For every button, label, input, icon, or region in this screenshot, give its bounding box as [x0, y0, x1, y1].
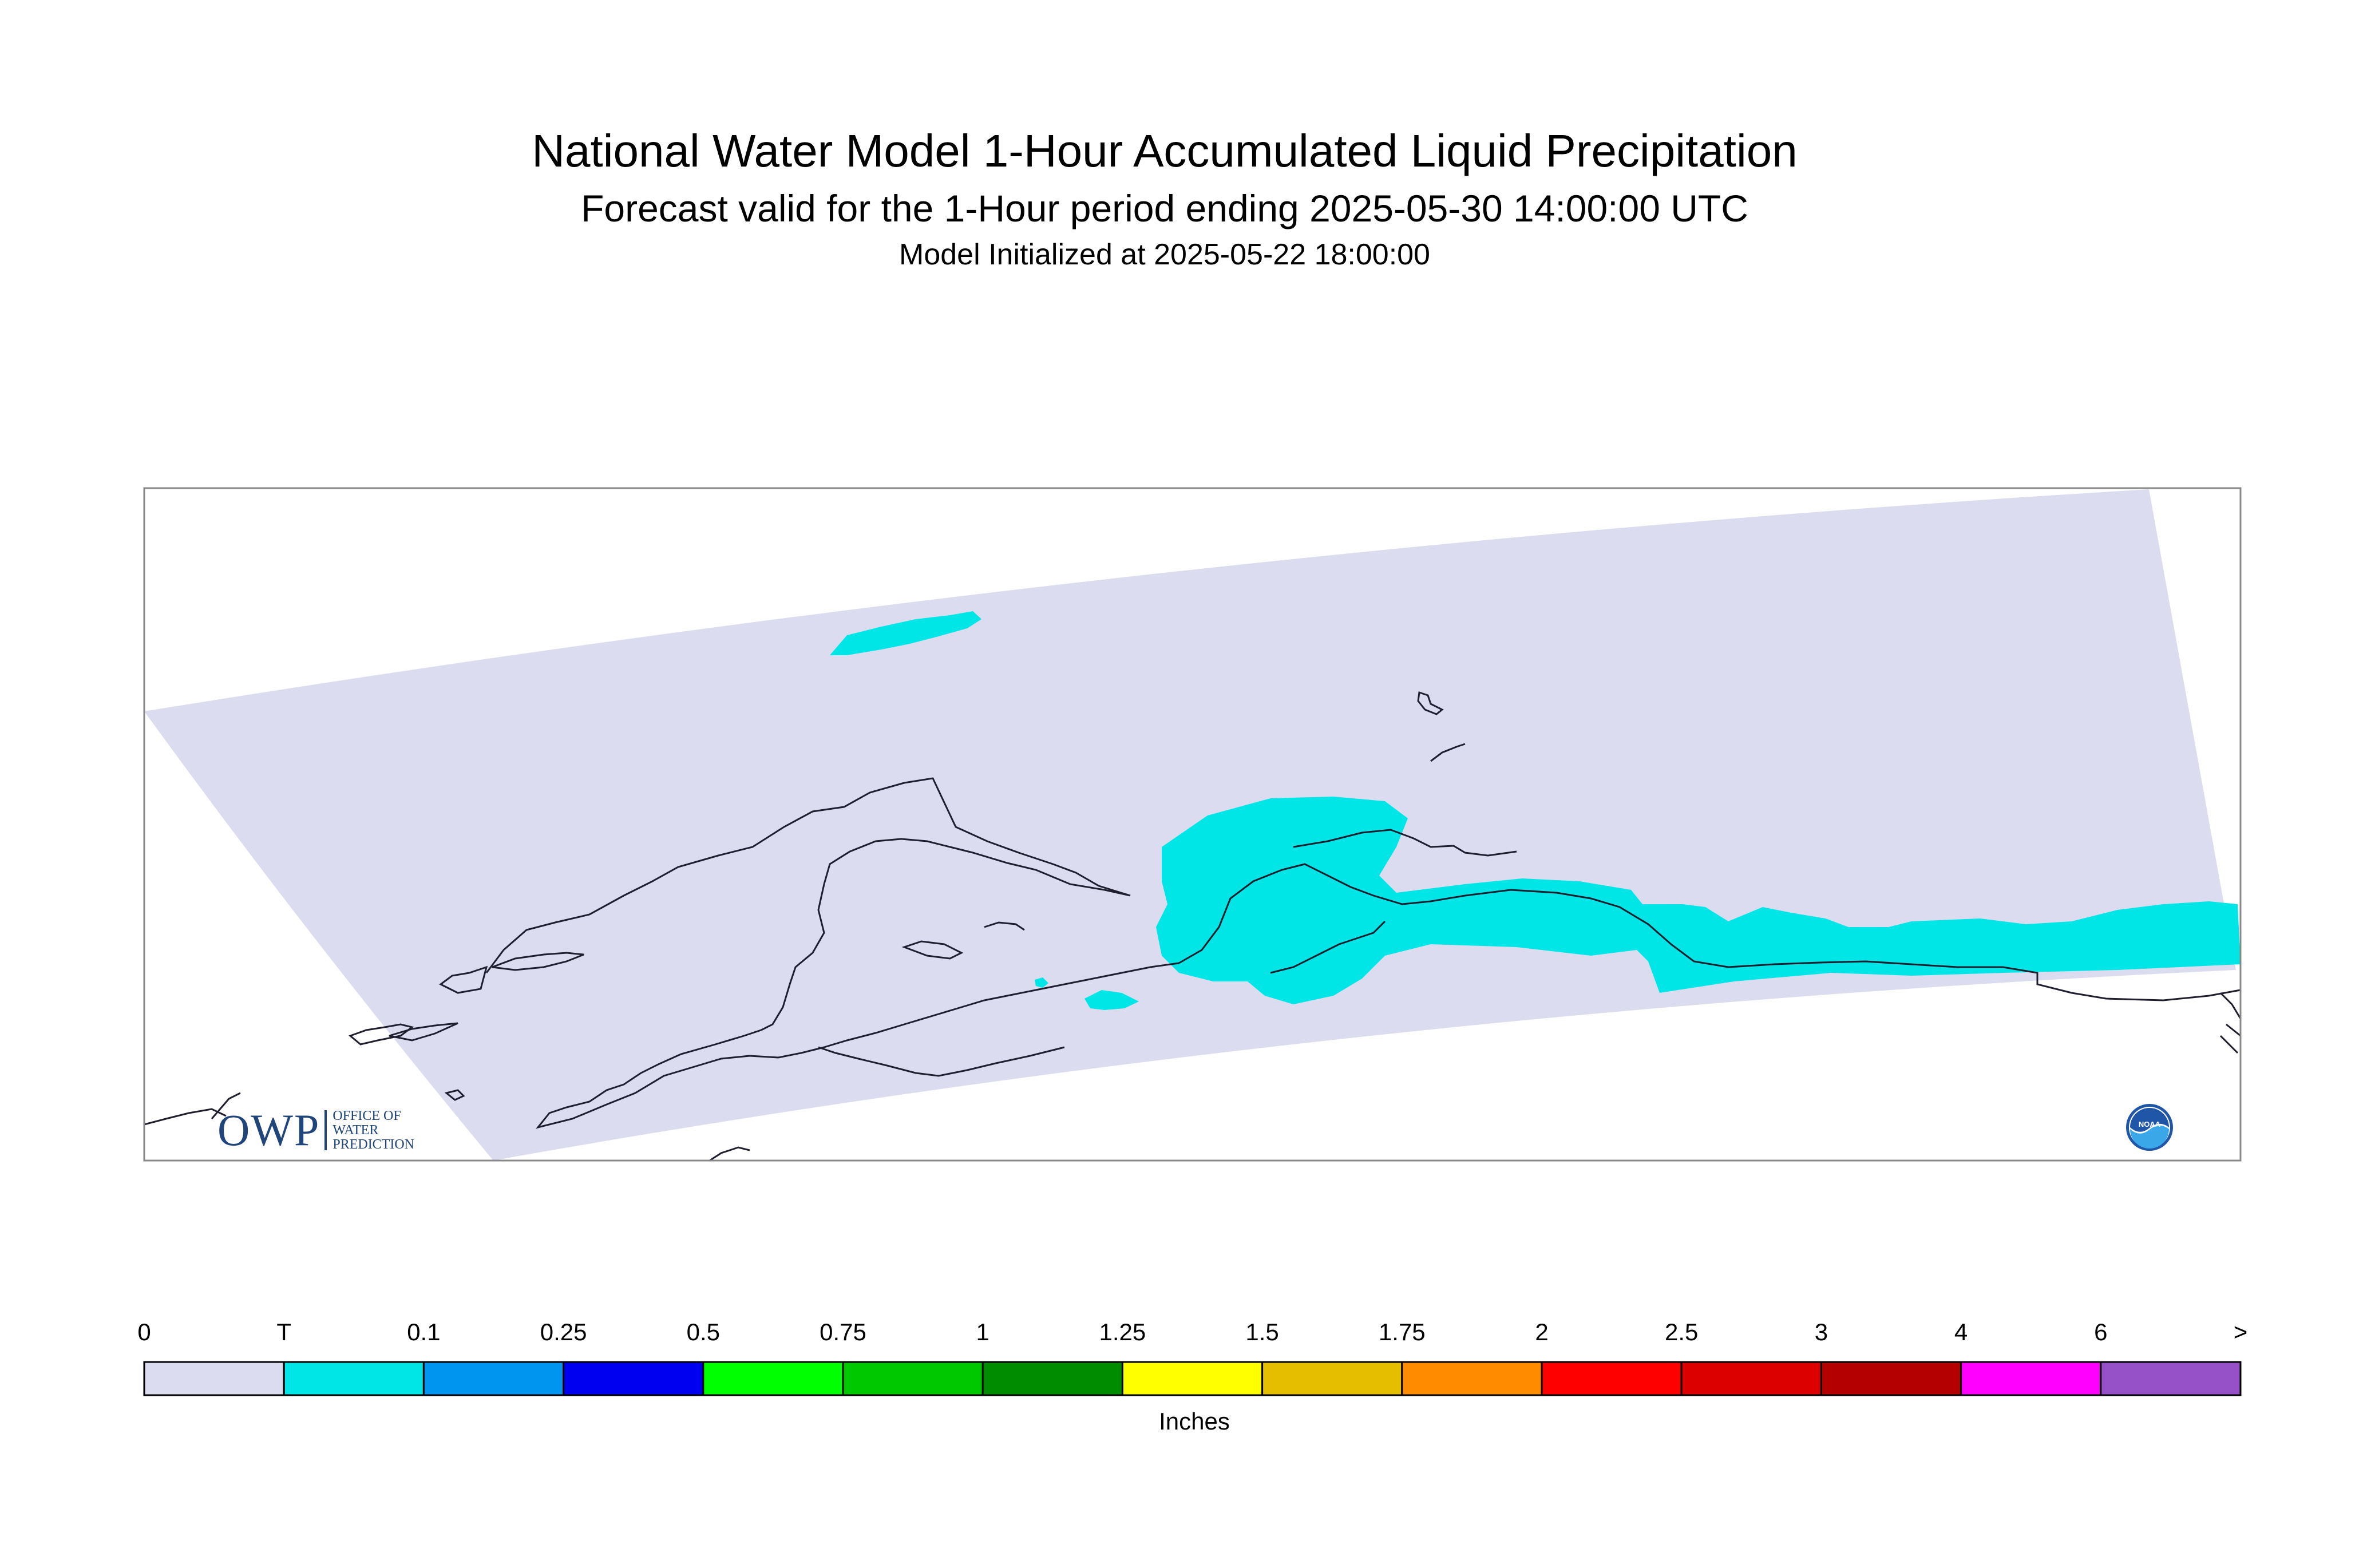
noaa-logo-text: NOAA	[2139, 1120, 2161, 1129]
legend-swatch	[981, 1361, 1123, 1396]
legend-swatch	[563, 1361, 704, 1396]
trace-area-north	[830, 611, 981, 655]
coastline-prince-william	[1293, 829, 1517, 857]
owp-logo: OWP OFFICE OF WATER PREDICTION	[217, 1104, 414, 1156]
noaa-logo-icon: NOAA	[2126, 1104, 2173, 1151]
coastline-mainland-west	[485, 777, 1131, 973]
legend-tick-label: 1.75	[1378, 1318, 1426, 1345]
coastline-kenai	[1270, 920, 1386, 974]
owp-logo-letters: OWP	[217, 1105, 320, 1155]
island-st-lawrence	[492, 952, 584, 971]
legend-tick-label: 2	[1535, 1318, 1549, 1345]
legend-swatch	[2100, 1361, 2242, 1396]
map-subtitle: Forecast valid for the 1-Hour period end…	[581, 187, 1748, 229]
coastline-alaska-peninsula	[824, 962, 1179, 1048]
legend-swatch	[1680, 1361, 1822, 1396]
model-domain-area	[144, 489, 2236, 1161]
owp-logo-line: OFFICE OF	[332, 1108, 401, 1123]
legend-tick-label: >	[2233, 1318, 2248, 1345]
owp-logo-words: OFFICE OF WATER PREDICTION	[332, 1108, 415, 1152]
legend-tick-label: T	[276, 1318, 292, 1345]
legend-swatch	[702, 1361, 844, 1396]
legend-swatch	[422, 1361, 565, 1396]
coastline-southeast	[2219, 992, 2242, 1054]
island-st-matthew	[389, 1022, 458, 1042]
legend-swatch	[143, 1361, 285, 1396]
trace-area-south-coast	[1156, 797, 2241, 1004]
island-chukotka	[349, 1023, 414, 1046]
island-north-1	[1417, 691, 1444, 715]
legend-swatch	[283, 1361, 425, 1396]
coastline-outlines	[144, 691, 2242, 1162]
coastline-gulf-of-alaska	[1464, 889, 2241, 1001]
island-pribilof	[444, 1089, 465, 1101]
trace-area-speck	[1035, 977, 1048, 988]
legend-swatch	[1541, 1361, 1683, 1396]
coastline-russia-lower	[709, 1146, 750, 1162]
map-title: National Water Model 1-Hour Accumulated …	[532, 125, 1798, 176]
coastline-bristol-bay	[536, 1029, 825, 1129]
legend-tick-label: 1	[976, 1318, 989, 1345]
coastline-norton-sound	[761, 838, 1071, 1031]
island-nunivak	[439, 965, 488, 994]
legend-tick-label: 2.5	[1664, 1318, 1699, 1345]
legend-swatch	[842, 1361, 984, 1396]
legend-swatch	[1261, 1361, 1403, 1396]
island-north-2	[1430, 743, 1466, 762]
legend-swatch	[1820, 1361, 1962, 1396]
legend-swatch	[1401, 1361, 1543, 1396]
legend-tick-label: 3	[1814, 1318, 1828, 1345]
legend-tick-label: 1.25	[1099, 1318, 1146, 1345]
legend-tick-label: 0	[137, 1318, 151, 1345]
legend-tick-label: 0.5	[686, 1318, 720, 1345]
island-kodiak	[901, 940, 964, 960]
legend-tick-label: 1.5	[1245, 1318, 1279, 1345]
coastline-cook-inlet	[1178, 863, 1466, 964]
legend-tick-label: 4	[1954, 1318, 1968, 1345]
owp-logo-divider	[324, 1110, 327, 1150]
legend-units: Inches	[1159, 1408, 1230, 1435]
legend-tick-label: 0.25	[540, 1318, 587, 1345]
legend-tick-label: 0.1	[407, 1318, 441, 1345]
map-frame	[143, 487, 2242, 1162]
owp-logo-line: PREDICTION	[332, 1137, 415, 1152]
coastline-aleutian-south	[818, 1046, 1065, 1077]
legend-swatch	[1121, 1361, 1264, 1396]
island-shishmaref	[984, 921, 1025, 931]
legend-tick-label: 0.75	[820, 1318, 866, 1345]
legend-tick-label: 6	[2094, 1318, 2108, 1345]
precip-trace-areas	[830, 611, 2241, 1010]
trace-area-kodiak	[1084, 990, 1139, 1010]
owp-logo-line: WATER	[332, 1122, 379, 1138]
coastline-russia-bottom	[144, 1092, 241, 1126]
legend-swatch	[1960, 1361, 2102, 1396]
legend-color-bar	[143, 1361, 2242, 1396]
model-init-line: Model Initialized at 2025-05-22 18:00:00	[899, 238, 1430, 271]
